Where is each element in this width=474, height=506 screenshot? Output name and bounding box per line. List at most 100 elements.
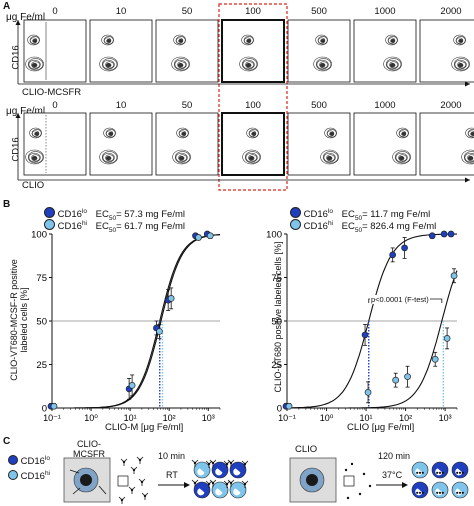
panel-c-letter: C <box>3 436 11 447</box>
x-tick-label: 10² <box>399 413 412 423</box>
internalized-particle-icon <box>438 471 442 474</box>
legend-hi-ec-sub: 50 <box>108 226 117 234</box>
left-legend: CD16lo EC50= 57.3 mg Fe/ml CD16hi EC50= … <box>44 207 185 234</box>
right-chart-ylabel: CLIO-VT680 positive labeled cells [%] <box>273 241 283 393</box>
contour-ring <box>246 38 251 43</box>
cell-icon <box>431 461 449 479</box>
contour-ring <box>457 61 466 69</box>
contour-ring <box>32 38 37 43</box>
data-point <box>440 230 448 238</box>
contour-ring <box>245 61 254 69</box>
contour-ring <box>322 151 339 164</box>
y-tick-label: 25 <box>36 360 47 371</box>
contour-ring <box>455 36 466 45</box>
contour-ring <box>28 59 41 70</box>
contour-ring <box>103 127 116 139</box>
contour-ring <box>467 154 474 162</box>
antibody-icon <box>227 479 235 487</box>
y-tick-label: 50 <box>36 317 47 328</box>
y-tick-label: 75 <box>271 273 282 284</box>
cell-icon <box>411 481 429 499</box>
contour-ring <box>178 155 185 161</box>
receptor-line <box>72 487 81 495</box>
nanoparticle-icon <box>350 462 354 466</box>
contour-ring <box>398 129 409 138</box>
legend-right-lo-marker-icon <box>290 207 301 218</box>
contour-ring <box>101 34 114 46</box>
right-legend: CD16lo EC50= 11.7 mg Fe/ml CD16hi EC50= … <box>290 207 436 234</box>
contour-ring <box>176 127 189 139</box>
cell-icon <box>451 461 469 479</box>
schem-right-temp: 37°C <box>382 470 403 480</box>
contour-ring <box>106 38 111 43</box>
y-tick-label: 25 <box>271 360 282 371</box>
legend-hi-marker-icon <box>44 219 55 230</box>
contour-ring <box>453 58 470 71</box>
contour-ring <box>239 56 258 72</box>
contour-ring <box>174 151 191 164</box>
contour-ring <box>175 36 186 45</box>
legend-lo-sup: lo <box>81 207 87 215</box>
contour-ring <box>105 62 112 68</box>
contour-ring <box>178 154 187 162</box>
contour-ring <box>398 154 407 162</box>
left-chart-xlabel: CLIO-M [μg Fe/ml] <box>105 422 184 433</box>
flow-plot-frame <box>221 19 285 83</box>
flow-plot <box>155 19 219 83</box>
contour-ring <box>461 149 474 165</box>
concentration-label: 2000 <box>440 100 462 111</box>
contour-ring <box>241 58 258 71</box>
internalized-particle-icon <box>421 491 424 494</box>
legend-right-lo-ec: EC <box>341 209 355 220</box>
flow-plot-frame <box>353 112 417 176</box>
contour-ring <box>173 58 190 71</box>
contour-ring <box>178 129 189 138</box>
contour-ring <box>248 155 255 161</box>
contour-ring <box>324 127 337 139</box>
concentration-label: 100 <box>245 6 261 17</box>
internalized-particle-icon <box>416 491 419 494</box>
schem-lo-dot-icon <box>8 455 18 466</box>
contour-ring <box>177 62 184 68</box>
contour-ring <box>465 127 474 139</box>
flow-plot <box>23 19 87 83</box>
contour-ring <box>99 56 118 72</box>
antibody-icon <box>191 459 199 467</box>
contour-ring <box>177 61 186 69</box>
right-chart-xlabel: CLIO [μg Fe/ml] <box>347 422 415 433</box>
flow-plot <box>287 112 351 176</box>
schematic-legend: CD16lo CD16hi <box>8 453 50 483</box>
contour-ring <box>458 38 463 43</box>
chart-1: 0 25 50 75 100 10⁻¹ 10⁰ 10¹ 10² 10³ <box>266 230 458 423</box>
bottom-unit-label: μg Fe/ml <box>6 106 46 117</box>
ftest-annotation: p<0.0001 (F-test) <box>370 295 430 304</box>
cell-icon <box>211 461 229 479</box>
flow-plot-frame <box>23 112 87 176</box>
arrow-head-icon <box>402 482 408 488</box>
antibody-icon <box>241 480 249 488</box>
contour-ring <box>317 37 326 44</box>
contour-ring <box>181 131 186 136</box>
data-point <box>195 234 202 241</box>
contour-ring <box>102 152 115 163</box>
fit-curve <box>286 233 457 409</box>
cell-icon <box>411 461 429 479</box>
contour-ring <box>99 149 118 165</box>
nanoparticle-icon <box>368 484 372 488</box>
contour-ring <box>242 149 261 165</box>
concentration-label: 50 <box>181 100 193 111</box>
concentration-label: 10 <box>115 6 127 17</box>
cell-icon <box>451 481 469 499</box>
data-point <box>450 272 458 280</box>
contour-ring <box>320 38 325 43</box>
data-point <box>389 251 397 259</box>
antibody-icon <box>191 479 199 487</box>
contour-ring <box>387 37 396 44</box>
flow-plot-frame <box>353 19 417 83</box>
internalized-particle-icon <box>418 491 422 494</box>
internalized-particle-icon <box>436 471 439 474</box>
data-point <box>392 376 400 384</box>
contour-ring <box>31 154 40 162</box>
contour-ring <box>389 61 398 69</box>
contour-ring <box>453 34 466 46</box>
